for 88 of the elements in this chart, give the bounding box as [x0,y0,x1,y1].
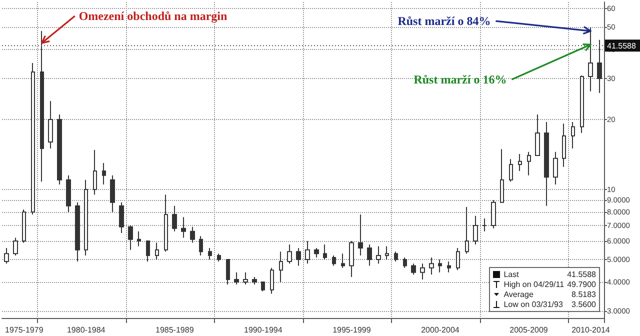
candlestick [341,253,345,268]
candlestick [367,244,372,266]
candlestick [146,240,150,262]
annotation: Average [504,290,534,299]
candlestick [172,205,177,232]
candlestick [93,149,97,196]
x-tick-label: 1975-1979 [5,326,44,334]
candlestick [420,263,425,280]
x-tick-label: 2010-2014 [572,326,610,334]
candlestick [527,151,531,176]
candlestick [279,251,283,282]
annotation: Omezení obchodů na margin [78,9,228,24]
candlestick [518,154,522,172]
candlestick [234,272,239,286]
annotation: High on 04/29/11 [504,280,564,289]
candlestick [465,206,469,254]
candlestick [580,75,584,134]
candlestick [190,226,195,244]
candlestick [40,30,44,182]
annotation: Last [504,270,520,279]
annotation: Low on 03/31/93 [504,300,564,309]
candlestick [323,244,327,260]
annotation: 41.5588 [567,270,596,279]
candlestick [385,246,389,260]
annotation: 49.7900 [567,280,596,289]
candlestick [305,240,310,264]
x-tick-label: 2000-2004 [421,326,460,334]
candlestick [491,200,496,229]
candlestick [376,246,381,264]
candlestick [456,248,460,271]
candlestick [358,214,363,256]
candlestick [438,258,442,273]
candlestick [332,254,336,266]
candlestick [447,260,451,273]
candlestick [588,26,593,92]
candlestick [403,256,407,268]
candlestick [314,248,319,258]
candlestick [252,276,257,286]
candlestick [22,208,26,244]
candlestick [137,230,141,247]
candlestick [349,240,354,278]
candlestick [57,114,62,186]
candlestick [553,151,558,186]
candlestick [270,267,274,294]
annotation: 3.5600 [570,300,596,309]
candlestick [66,174,71,212]
candlestick [429,256,434,276]
candlestick [296,248,301,266]
candlestick [261,281,265,292]
x-tick-label: 1985-1989 [156,326,194,334]
x-tick-label: 1990-1994 [244,326,283,334]
candlestick [226,258,230,286]
candlestick [287,244,292,264]
candlestick [535,114,540,156]
candlestick [110,174,115,212]
candlestick [119,202,124,234]
candlestick [208,248,212,260]
candlestick [84,179,88,256]
candlestick [544,122,549,206]
candlestick [562,123,566,168]
x-tick-label: 1980-1984 [66,326,106,334]
annotation: Růst marží o 84% [398,14,491,28]
candlestick [31,62,35,216]
candlestick [473,215,478,245]
candlestick [13,237,18,256]
candlestick [102,162,106,186]
candlestick [500,148,504,203]
candlestick [217,253,221,262]
x-tick-label: 1995-1999 [332,326,372,334]
candlestick [482,218,487,232]
candlestick [164,194,168,252]
candlestick [243,272,248,286]
annotation: 8.5183 [570,290,596,299]
ref-line-label: 41.5588 [607,42,636,51]
candlestick [75,202,80,262]
candlestick [597,39,602,94]
candlestick [4,248,9,264]
candlestick [509,158,513,182]
candlestick [155,242,159,260]
candlestick [128,224,133,250]
candlestick [181,216,186,238]
candlestick [48,100,53,150]
candlestick [199,236,203,256]
candlestick [411,263,416,276]
candlestick [394,251,398,262]
candlestick [571,122,575,150]
x-tick-label: 2005-2009 [510,326,548,334]
annotation: Růst marží o 16% [414,72,507,87]
